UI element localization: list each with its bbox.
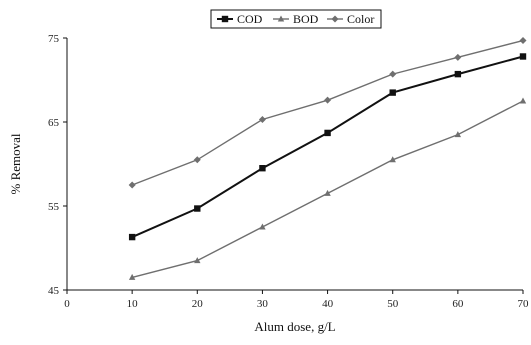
series-layer (128, 37, 527, 280)
data-point-bod (389, 156, 396, 163)
axes: 0 10 20 30 40 50 60 70 45 55 65 75 (48, 33, 529, 310)
data-point-bod (128, 273, 136, 280)
data-point-cod (324, 129, 331, 137)
legend-box (210, 9, 382, 29)
y-tick-label: 75 (48, 33, 60, 45)
data-point-bod (194, 257, 201, 264)
data-point-color (519, 37, 527, 45)
data-point-cod (389, 89, 396, 96)
y-tick-label: 65 (48, 117, 60, 129)
legend-marker-bod (277, 15, 285, 22)
legend-label-bod: BOD (293, 12, 319, 26)
x-tick-label: 70 (518, 298, 530, 310)
data-point-color (258, 115, 266, 123)
y-tick-label: 45 (48, 285, 60, 297)
x-tick-label: 30 (257, 298, 269, 310)
legend-label-cod: COD (237, 12, 263, 26)
data-point-color (193, 156, 201, 164)
data-point-color (389, 70, 397, 78)
x-tick-label: 40 (322, 298, 334, 310)
series-line-color (131, 39, 524, 186)
legend-marker-cod (221, 15, 229, 23)
y-tick-label: 55 (48, 201, 60, 213)
x-tick-label: 20 (192, 298, 204, 310)
x-tick-label: 60 (452, 298, 464, 310)
data-point-color (454, 53, 462, 61)
data-point-bod (259, 223, 266, 230)
data-point-cod (519, 53, 527, 60)
data-point-bod (519, 97, 527, 104)
data-point-cod (128, 233, 136, 241)
data-point-cod (194, 205, 201, 212)
y-axis-title: % Removal (8, 133, 23, 194)
data-point-bod (324, 189, 331, 196)
legend-label-color: Color (347, 12, 374, 26)
data-point-bod (454, 131, 462, 138)
legend: COD BOD Color (210, 9, 382, 29)
data-point-color (324, 96, 332, 104)
data-point-color (128, 181, 136, 189)
series-line-bod (131, 100, 524, 279)
legend-marker-color (331, 15, 339, 23)
data-point-cod (259, 165, 266, 172)
series-line-cod (131, 55, 524, 238)
x-axis-title: Alum dose, g/L (254, 319, 335, 334)
x-tick-label: 0 (64, 298, 70, 310)
data-point-cod (454, 70, 462, 78)
x-tick-label: 10 (127, 298, 139, 310)
x-tick-label: 50 (387, 298, 399, 310)
